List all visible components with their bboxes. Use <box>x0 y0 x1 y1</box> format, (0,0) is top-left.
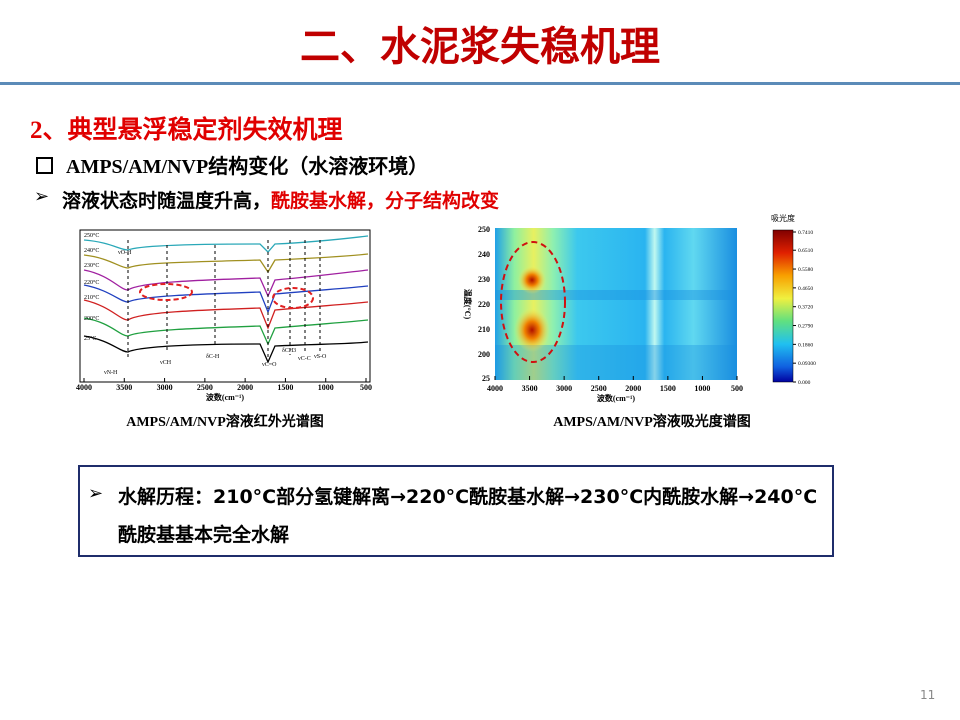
colorbar-tick-label: 0.09300 <box>798 361 816 367</box>
peak-label: νN-H <box>104 370 118 376</box>
x-tick-label: 2500 <box>197 383 213 392</box>
peak-label: νO-H <box>118 250 132 256</box>
peak-label: δCH3 <box>282 348 296 354</box>
x-tick-label: 1000 <box>318 383 334 392</box>
y-tick-label: 240 <box>478 250 490 259</box>
bullet-red: 酰胺基水解，分子结构改变 <box>271 190 500 212</box>
x-tick-label: 4000 <box>487 384 503 393</box>
y-tick-label: 250 <box>478 225 490 234</box>
curve-label: 200°C <box>84 315 99 322</box>
page-number: 11 <box>920 688 936 702</box>
x-tick-label: 1000 <box>694 384 710 393</box>
y-tick-label: 25 <box>482 374 490 383</box>
peak-label: νCH <box>160 360 172 366</box>
ir-highlight <box>272 287 314 309</box>
ir-guides <box>127 240 321 360</box>
x-tick-label: 2500 <box>591 384 607 393</box>
arrow-bullet: ➢ <box>34 186 50 207</box>
y-axis-label: 温度(°C) <box>463 289 473 320</box>
colorbar-tick-label: 0.000 <box>798 380 811 386</box>
slide-title: 二、水泥浆失稳机理 <box>300 24 660 70</box>
colorbar-title: 吸光度 <box>771 213 795 223</box>
y-tick-label: 230 <box>478 275 490 284</box>
x-axis-label: 波数(cm⁻¹) <box>206 392 244 402</box>
colorbar-tick-label: 0.4650 <box>798 286 813 292</box>
figure-caption: AMPS/AM/NVP溶液吸光度谱图 <box>553 413 751 430</box>
x-tick-label: 2000 <box>625 384 641 393</box>
y-tick-label: 200 <box>478 350 490 359</box>
x-tick-label: 3500 <box>522 384 538 393</box>
ir-curves <box>83 235 369 364</box>
arrow-bullet: ➢ <box>88 483 104 504</box>
summary-box <box>78 465 834 557</box>
curve-label: 220°C <box>84 279 99 286</box>
bullet-plain: 溶液状态时随温度升高， <box>62 190 272 212</box>
x-tick-label: 3000 <box>556 384 572 393</box>
curve-label: 210°C <box>84 294 99 301</box>
colorbar-tick-label: 0.7410 <box>798 230 813 236</box>
curve-label: 250°C <box>84 232 99 239</box>
x-tick-label: 4000 <box>76 383 92 392</box>
bullet-text: 溶液状态时随温度升高，酰胺基水解，分子结构改变 <box>62 186 499 213</box>
title-rule <box>0 82 960 85</box>
square-bullet <box>36 157 53 174</box>
heatmap-hotspot <box>518 266 546 294</box>
x-tick-label: 500 <box>360 383 372 392</box>
curve-label: 25°C <box>84 335 96 342</box>
curve-label: 230°C <box>84 262 99 269</box>
subheading: AMPS/AM/NVP结构变化（水溶液环境） <box>66 156 429 178</box>
peak-label: νC=O <box>262 362 277 368</box>
peak-label: νC-C <box>298 356 311 362</box>
x-tick-label: 1500 <box>277 383 293 392</box>
x-tick-label: 3500 <box>116 383 132 392</box>
section-heading: 2、典型悬浮稳定剂失效机理 <box>30 117 343 144</box>
y-tick-label: 220 <box>478 300 490 309</box>
peak-label: νS-O <box>314 354 327 360</box>
colorbar-tick-label: 0.2790 <box>798 324 813 330</box>
figure-caption: AMPS/AM/NVP溶液红外光谱图 <box>126 413 324 430</box>
x-axis-label: 波数(cm⁻¹) <box>597 393 635 403</box>
colorbar-tick-label: 0.5580 <box>798 267 813 273</box>
heatmap-band <box>495 290 737 300</box>
peak-label: δC-H <box>206 354 220 360</box>
ir-highlight <box>139 283 193 301</box>
y-tick-label: 210 <box>478 325 490 334</box>
summary-text: 水解历程：210°C部分氢键解离→220°C酰胺基水解→230°C内酰胺水解→2… <box>118 486 818 546</box>
heatmap-highlight <box>500 241 566 363</box>
x-tick-label: 3000 <box>157 383 173 392</box>
colorbar-tick-label: 0.1860 <box>798 342 813 348</box>
colorbar-tick-label: 0.6510 <box>798 248 813 254</box>
x-tick-label: 1500 <box>660 384 676 393</box>
heatmap <box>495 228 737 380</box>
ir-frame <box>79 229 371 383</box>
colorbar-tick-label: 0.3720 <box>798 305 813 311</box>
heatmap-hotspot <box>514 308 550 352</box>
curve-label: 240°C <box>84 247 99 254</box>
x-tick-label: 500 <box>731 384 743 393</box>
colorbar <box>772 229 794 383</box>
x-tick-label: 2000 <box>237 383 253 392</box>
